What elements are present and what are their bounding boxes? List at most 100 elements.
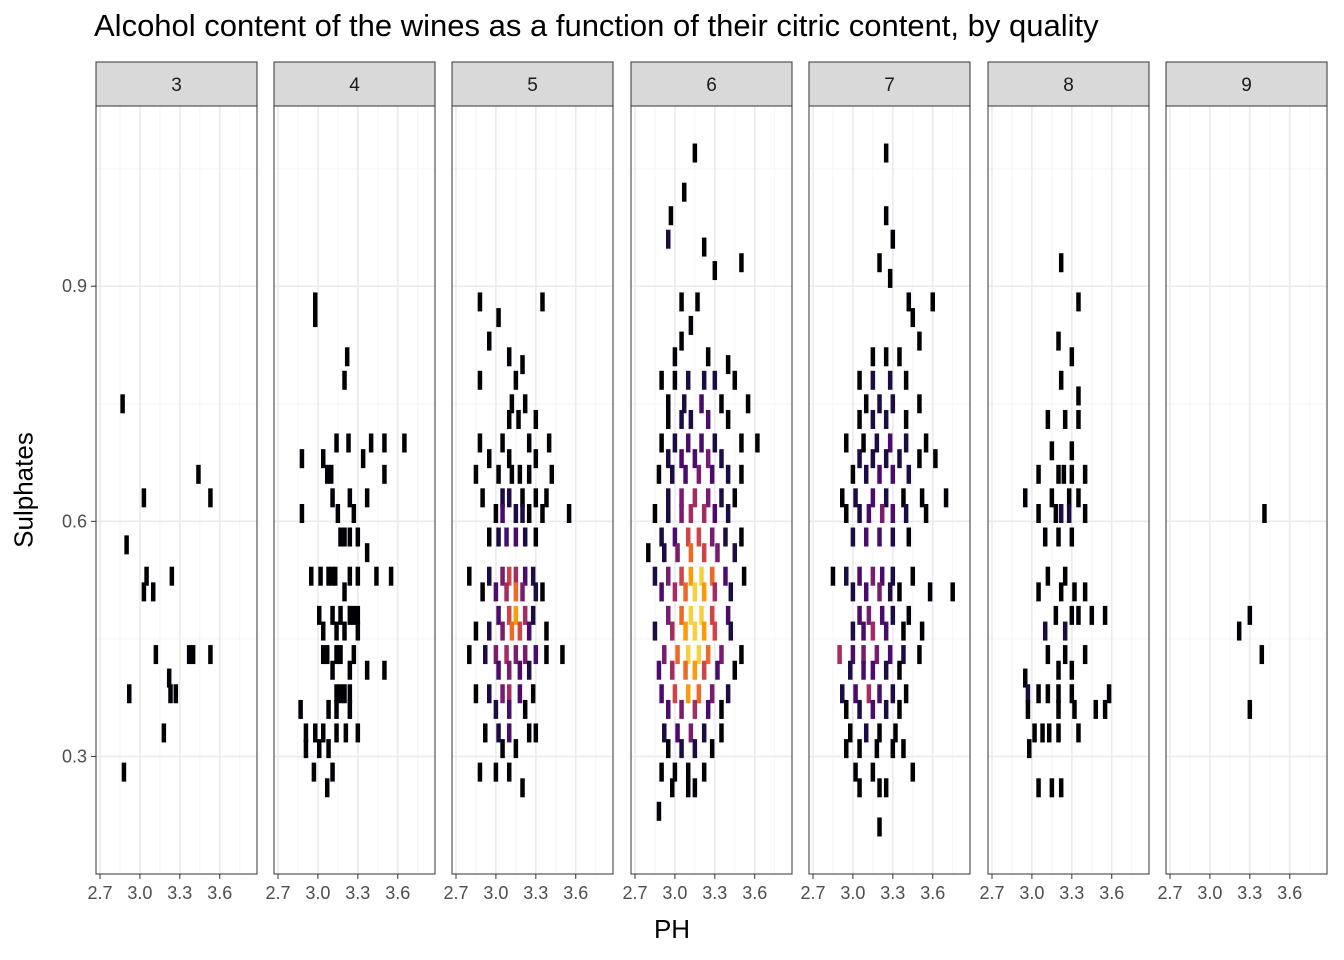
heatmap-cell xyxy=(473,684,479,704)
heatmap-cell xyxy=(725,684,731,704)
heatmap-cell xyxy=(513,527,519,547)
heatmap-cell xyxy=(709,605,715,625)
heatmap-cell xyxy=(299,504,305,524)
heatmap-cell xyxy=(1056,684,1061,704)
heatmap-cell xyxy=(530,605,536,625)
heatmap-cell xyxy=(883,699,889,719)
x-tick-label: 3.6 xyxy=(385,883,410,903)
heatmap-cell xyxy=(890,605,896,625)
heatmap-cell xyxy=(906,292,912,312)
heatmap-cell xyxy=(739,253,744,273)
heatmap-cell xyxy=(483,645,488,665)
heatmap-cell xyxy=(890,504,896,524)
x-tick-label: 3.6 xyxy=(207,883,232,903)
heatmap-cell xyxy=(685,527,691,547)
heatmap-cell xyxy=(732,488,738,508)
heatmap-cell xyxy=(903,684,909,704)
heatmap-cell xyxy=(669,660,675,680)
heatmap-cell xyxy=(487,566,492,586)
heatmap-cell xyxy=(728,582,734,602)
heatmap-cell xyxy=(688,409,694,429)
heatmap-cell xyxy=(480,582,485,602)
heatmap-cell xyxy=(1069,605,1075,625)
heatmap-cell xyxy=(1056,699,1061,719)
heatmap-cell xyxy=(887,370,893,390)
heatmap-cell xyxy=(526,504,532,524)
heatmap-cell xyxy=(1045,684,1051,704)
heatmap-cell xyxy=(685,684,691,704)
heatmap-cell xyxy=(877,684,882,704)
x-tick-label: 3.3 xyxy=(1237,883,1262,903)
heatmap-cell xyxy=(739,464,744,484)
heatmap-cell xyxy=(1058,582,1064,602)
heatmap-cell xyxy=(656,660,662,680)
heatmap-cell xyxy=(739,527,744,547)
heatmap-cell xyxy=(513,605,519,625)
heatmap-cell xyxy=(701,237,707,257)
heatmap-cell xyxy=(709,527,715,547)
heatmap-cell xyxy=(1040,723,1045,743)
heatmap-cell xyxy=(652,621,658,641)
heatmap-cell xyxy=(520,582,525,602)
heatmap-cell xyxy=(124,535,129,555)
heatmap-cell xyxy=(739,645,744,665)
heatmap-cell xyxy=(903,433,909,453)
heatmap-cell xyxy=(506,684,512,704)
heatmap-cell xyxy=(493,504,499,524)
heatmap-cell xyxy=(666,488,671,508)
heatmap-cell xyxy=(705,488,711,508)
heatmap-cell xyxy=(1053,504,1059,524)
heatmap-cell xyxy=(679,449,684,469)
heatmap-cell xyxy=(715,543,720,563)
heatmap-cell xyxy=(506,449,512,469)
heatmap-cell xyxy=(1049,488,1055,508)
heatmap-cell xyxy=(890,566,896,586)
heatmap-cell xyxy=(1045,645,1051,665)
heatmap-cell xyxy=(901,488,906,508)
heatmap-cell xyxy=(467,645,472,665)
heatmap-cell xyxy=(504,527,509,547)
heatmap-cell xyxy=(347,699,353,719)
heatmap-cell xyxy=(173,684,179,704)
heatmap-cell xyxy=(732,543,738,563)
heatmap-cell xyxy=(897,347,902,367)
heatmap-cell xyxy=(701,543,707,563)
heatmap-cell xyxy=(725,605,731,625)
heatmap-cell xyxy=(1069,347,1075,367)
facet-strip xyxy=(451,61,614,107)
heatmap-cell xyxy=(870,488,876,508)
heatmap-cell xyxy=(923,433,929,453)
heatmap-cell xyxy=(688,566,694,586)
heatmap-cell xyxy=(725,504,731,524)
heatmap-cell xyxy=(887,433,893,453)
heatmap-cell xyxy=(877,778,882,798)
heatmap-cell xyxy=(681,394,687,414)
heatmap-cell xyxy=(299,449,305,469)
heatmap-cell xyxy=(850,582,856,602)
heatmap-cell xyxy=(1032,723,1037,743)
heatmap-cell xyxy=(1042,621,1048,641)
heatmap-cell xyxy=(402,433,407,453)
heatmap-cell xyxy=(513,739,519,759)
heatmap-cell xyxy=(745,394,751,414)
heatmap-cell xyxy=(844,739,849,759)
heatmap-cell xyxy=(1102,699,1108,719)
heatmap-cell xyxy=(879,566,885,586)
heatmap-cell xyxy=(316,605,322,625)
heatmap-cell xyxy=(844,566,849,586)
heatmap-cell xyxy=(1056,723,1061,743)
heatmap-cell xyxy=(659,527,664,547)
heatmap-cell xyxy=(679,292,684,312)
heatmap-cell xyxy=(890,464,896,484)
heatmap-cell xyxy=(688,504,694,524)
heatmap-cell xyxy=(141,488,147,508)
heatmap-cell xyxy=(696,645,702,665)
heatmap-cell xyxy=(517,660,523,680)
heatmap-cell xyxy=(335,504,341,524)
heatmap-cell xyxy=(500,621,505,641)
heatmap-cell xyxy=(1036,504,1041,524)
heatmap-cell xyxy=(513,582,519,602)
panel-border xyxy=(273,105,436,875)
heatmap-cell xyxy=(334,684,339,704)
heatmap-cell xyxy=(712,370,718,390)
